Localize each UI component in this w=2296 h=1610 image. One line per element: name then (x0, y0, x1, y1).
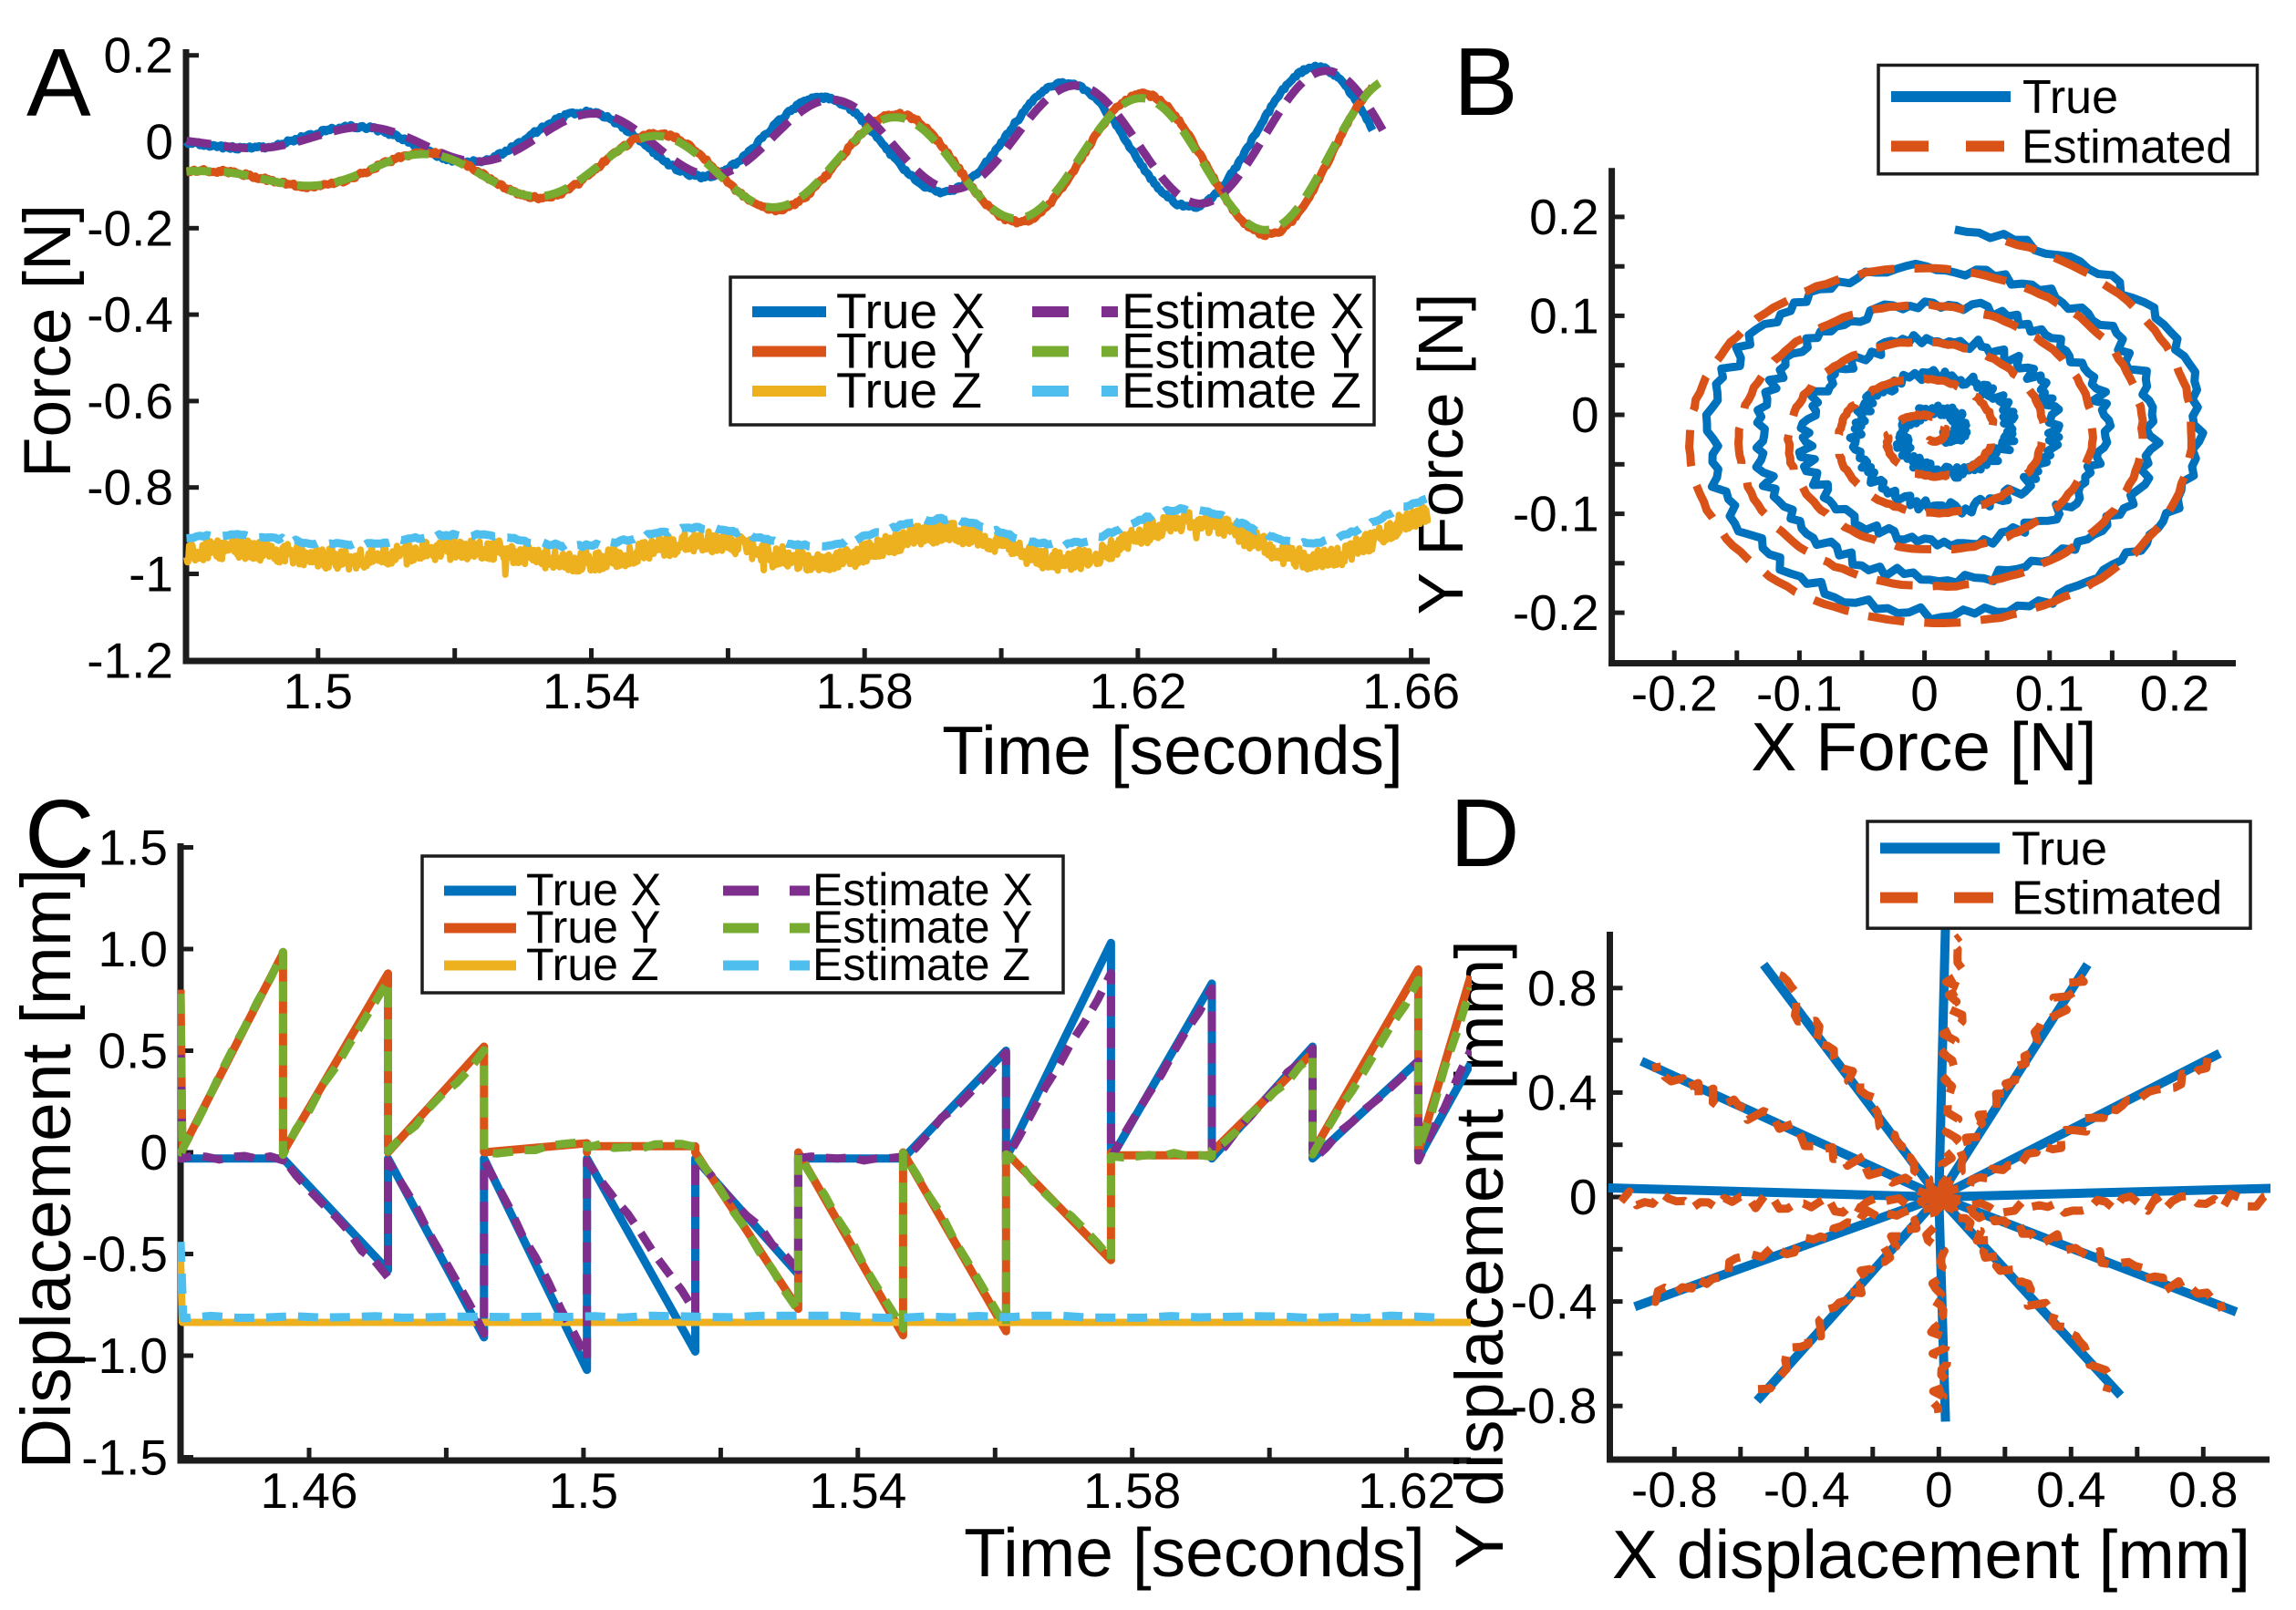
svg-text:True X: True X (836, 283, 985, 339)
svg-text:1.46: 1.46 (260, 1462, 357, 1519)
svg-text:Estimate Y: Estimate Y (812, 902, 1032, 953)
svg-text:Estimate Y: Estimate Y (1122, 323, 1363, 379)
svg-text:Estimated: Estimated (2022, 120, 2232, 173)
svg-text:Estimate Z: Estimate Z (1122, 362, 1361, 418)
svg-text:X Force [N]: X Force [N] (1751, 708, 2096, 785)
svg-text:True: True (2022, 71, 2118, 124)
svg-text:Time [seconds]: Time [seconds] (964, 1514, 1425, 1591)
svg-text:True X: True X (526, 864, 661, 915)
svg-text:1.58: 1.58 (816, 663, 914, 719)
svg-text:Estimated: Estimated (2012, 872, 2222, 925)
svg-text:-0.4: -0.4 (87, 286, 173, 343)
svg-text:0: 0 (1925, 1461, 1953, 1518)
svg-text:Displacement [mm]: Displacement [mm] (7, 869, 86, 1470)
svg-text:-1.0: -1.0 (81, 1327, 168, 1384)
svg-text:0.8: 0.8 (1527, 960, 1597, 1017)
svg-text:True Z: True Z (836, 362, 982, 418)
svg-text:1.5: 1.5 (284, 663, 353, 719)
svg-text:-0.1: -0.1 (1756, 666, 1843, 722)
svg-text:1.5: 1.5 (98, 820, 168, 876)
svg-text:0.4: 0.4 (2036, 1461, 2105, 1518)
svg-text:-0.8: -0.8 (1511, 1378, 1598, 1434)
svg-text:0: 0 (140, 1124, 168, 1181)
svg-text:True Y: True Y (526, 902, 660, 953)
svg-text:1.58: 1.58 (1083, 1462, 1181, 1519)
svg-text:1.66: 1.66 (1362, 663, 1460, 719)
svg-text:-0.8: -0.8 (1631, 1461, 1718, 1518)
svg-text:0.2: 0.2 (1529, 189, 1598, 245)
svg-text:0.4: 0.4 (1527, 1064, 1597, 1120)
svg-text:Y Force [N]: Y Force [N] (1405, 294, 1476, 615)
svg-text:1.62: 1.62 (1358, 1462, 1455, 1519)
svg-text:1.54: 1.54 (809, 1462, 906, 1519)
svg-text:Estimate X: Estimate X (812, 864, 1033, 915)
svg-text:-1.2: -1.2 (87, 632, 173, 688)
svg-text:-0.6: -0.6 (87, 373, 173, 429)
svg-text:-0.2: -0.2 (1631, 666, 1718, 722)
svg-text:1.54: 1.54 (543, 663, 640, 719)
svg-text:1.0: 1.0 (98, 921, 168, 977)
svg-text:True: True (2012, 822, 2107, 875)
svg-text:D: D (1450, 779, 1520, 887)
svg-text:-1: -1 (129, 546, 173, 603)
svg-text:0.1: 0.1 (1529, 287, 1598, 344)
svg-text:-1.5: -1.5 (81, 1429, 168, 1486)
svg-text:0.2: 0.2 (2140, 666, 2209, 722)
svg-text:X displacement [mm]: X displacement [mm] (1612, 1516, 2250, 1593)
svg-text:-0.4: -0.4 (1511, 1274, 1598, 1330)
svg-text:-0.2: -0.2 (87, 200, 173, 256)
svg-text:Force [N]: Force [N] (11, 204, 85, 478)
svg-text:Time [seconds]: Time [seconds] (942, 712, 1403, 789)
svg-text:A: A (26, 29, 91, 137)
svg-text:1.62: 1.62 (1089, 663, 1186, 719)
svg-text:0.5: 0.5 (98, 1023, 168, 1079)
svg-text:0.1: 0.1 (2015, 666, 2084, 722)
svg-text:B: B (1453, 28, 1518, 136)
svg-text:Estimate X: Estimate X (1122, 283, 1364, 339)
svg-text:Estimate Z: Estimate Z (812, 939, 1030, 990)
svg-text:0: 0 (1910, 666, 1939, 722)
svg-text:-0.8: -0.8 (87, 459, 173, 516)
svg-text:-0.5: -0.5 (81, 1226, 168, 1283)
svg-text:True Z: True Z (526, 939, 658, 990)
svg-text:-0.2: -0.2 (1513, 584, 1599, 641)
svg-text:0.8: 0.8 (2168, 1461, 2238, 1518)
svg-text:C: C (25, 780, 95, 888)
svg-text:1.5: 1.5 (549, 1462, 618, 1519)
svg-text:-0.4: -0.4 (1763, 1461, 1850, 1518)
svg-text:0.2: 0.2 (104, 27, 173, 84)
svg-text:-0.1: -0.1 (1513, 486, 1599, 542)
svg-text:0: 0 (1569, 1169, 1598, 1225)
svg-text:True Y: True Y (836, 323, 984, 379)
svg-text:0: 0 (1571, 387, 1599, 443)
svg-text:0: 0 (145, 114, 173, 170)
